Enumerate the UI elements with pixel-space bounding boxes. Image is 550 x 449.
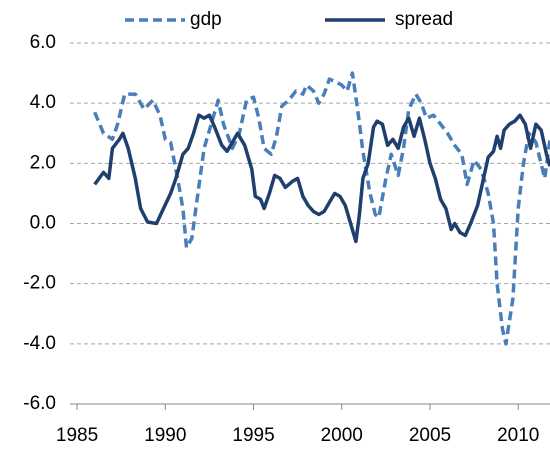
y-tick-label: 4.0 <box>30 92 56 113</box>
y-tick-label: -2.0 <box>23 273 56 294</box>
y-tick-label: -6.0 <box>23 393 56 414</box>
y-tick-label: 2.0 <box>30 152 56 173</box>
y-tick-label: -4.0 <box>23 333 56 354</box>
y-tick-label: 6.0 <box>30 32 56 53</box>
data-line <box>93 113 550 244</box>
legend-label: spread <box>395 9 453 30</box>
x-tick-label: 1990 <box>144 425 186 446</box>
legend-label: gdp <box>190 9 222 30</box>
y-tick-label: 0.0 <box>30 213 56 234</box>
x-tick-label: 2010 <box>497 425 539 446</box>
legend: gdp spread <box>125 9 453 30</box>
x-tick-label: 1985 <box>56 425 98 446</box>
x-tick-label: 2005 <box>409 425 451 446</box>
x-tick-label: 2000 <box>321 425 363 446</box>
data-line <box>93 71 550 346</box>
x-tick-label: 1995 <box>232 425 274 446</box>
